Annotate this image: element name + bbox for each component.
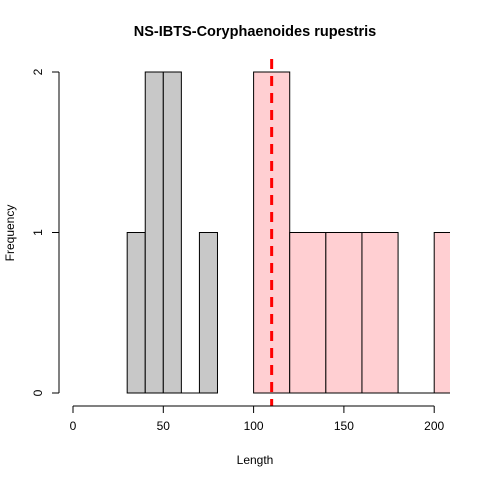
x-tick-label: 150 (334, 419, 354, 433)
histogram-bar (289, 232, 327, 394)
x-axis: 0 50 100 150 200 (70, 405, 445, 433)
histogram-bar (162, 71, 182, 394)
histogram-bar (361, 232, 399, 394)
histogram-bar (433, 232, 450, 394)
y-tick-label: 2 (31, 68, 45, 75)
y-axis: 0 1 2 (31, 68, 60, 396)
histogram-bars (126, 71, 450, 394)
x-tick-label: 100 (244, 419, 264, 433)
x-axis-label: Length (237, 453, 274, 467)
x-tick-label: 0 (70, 419, 77, 433)
y-axis-label: Frequency (3, 205, 17, 262)
x-tick-label: 50 (157, 419, 171, 433)
x-tick-label: 200 (424, 419, 444, 433)
histogram-bar (325, 232, 363, 394)
histogram-bar (126, 232, 146, 394)
y-tick-label: 0 (31, 389, 45, 396)
histogram-bar (198, 232, 218, 394)
histogram-bar (144, 71, 164, 394)
y-tick-label: 1 (31, 229, 45, 236)
chart-title: NS-IBTS-Coryphaenoides rupestris (134, 24, 377, 40)
